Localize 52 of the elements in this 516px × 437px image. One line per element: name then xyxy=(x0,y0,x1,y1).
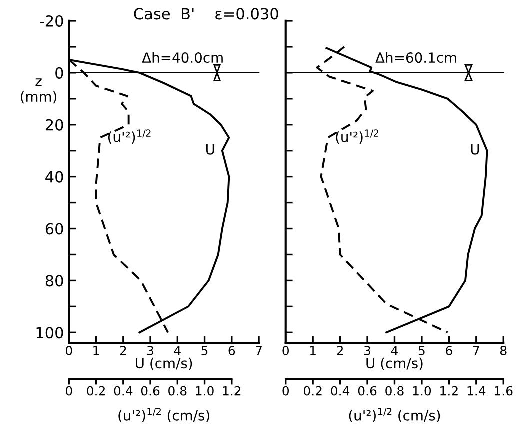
x-tick-label: 3 xyxy=(364,346,370,356)
y-tick-label: -20 xyxy=(40,15,64,27)
series-label: U xyxy=(206,144,214,155)
x2-tick-label: 1.0 xyxy=(413,386,432,396)
x2-axis-title: (u'²)$^{1/2}$ (cm/s) xyxy=(349,408,440,422)
x2-tick-label: 1.6 xyxy=(495,386,513,396)
x-tick-label: 7 xyxy=(256,346,262,356)
x-tick-label: 2 xyxy=(120,346,126,356)
x-axis-title: U (cm/s) xyxy=(366,358,423,370)
x2-tick-label: 0 xyxy=(282,386,290,396)
x-tick-label: 0 xyxy=(66,346,72,356)
x2-tick-label: 1.0 xyxy=(196,386,214,396)
x2-tick-label: 0 xyxy=(66,386,72,396)
series-label: U xyxy=(471,144,480,155)
x2-tick-label: 1.2 xyxy=(440,386,458,396)
x-tick-label: 6 xyxy=(446,346,452,356)
x-tick-label: 6 xyxy=(228,346,236,356)
annotation: Δh=60.1cm xyxy=(376,52,456,64)
y-tick-label: 60 xyxy=(46,223,64,235)
x-tick-label: 3 xyxy=(148,346,154,356)
chart-title: Case B' ε=0.030 xyxy=(134,8,278,20)
annotation: Δh=40.0cm xyxy=(142,52,223,64)
x2-tick-label: 0.6 xyxy=(358,386,377,396)
y-tick-label: 80 xyxy=(46,275,64,287)
x2-tick-label: 0.4 xyxy=(114,386,133,396)
x-tick-label: 5 xyxy=(202,346,208,356)
x2-tick-label: 0.8 xyxy=(168,386,187,396)
x-tick-label: 8 xyxy=(500,346,507,356)
x-tick-label: 4 xyxy=(391,346,398,356)
x-tick-label: 5 xyxy=(418,346,425,356)
series-label: (u'²)$^{1/2}$ xyxy=(336,130,378,144)
x2-tick-label: 0.6 xyxy=(141,386,160,396)
x2-tick-label: 1.4 xyxy=(468,386,486,396)
y-tick-label: 40 xyxy=(46,171,64,183)
x-tick-label: 2 xyxy=(337,346,344,356)
x-tick-label: 0 xyxy=(282,346,290,356)
x-tick-label: 1 xyxy=(310,346,316,356)
y-tick-label: 0 xyxy=(56,67,64,79)
x-axis-title: U (cm/s) xyxy=(136,358,192,370)
series-label: (u'²)$^{1/2}$ xyxy=(108,130,151,144)
y-axis-title: z (mm) xyxy=(21,78,57,104)
y-tick-label: 20 xyxy=(46,119,64,131)
x2-tick-label: 0.2 xyxy=(304,386,322,396)
x-tick-label: 4 xyxy=(174,346,181,356)
x2-tick-label: 0.4 xyxy=(331,386,350,396)
x2-axis-title: (u'²)$^{1/2}$ (cm/s) xyxy=(118,408,210,422)
y-tick-label: 100 xyxy=(36,327,64,339)
x2-tick-label: 0.2 xyxy=(87,386,105,396)
x-tick-label: 1 xyxy=(94,346,100,356)
x-tick-label: 7 xyxy=(473,346,480,356)
x2-tick-label: 1.2 xyxy=(223,386,241,396)
x2-tick-label: 0.8 xyxy=(386,386,404,396)
